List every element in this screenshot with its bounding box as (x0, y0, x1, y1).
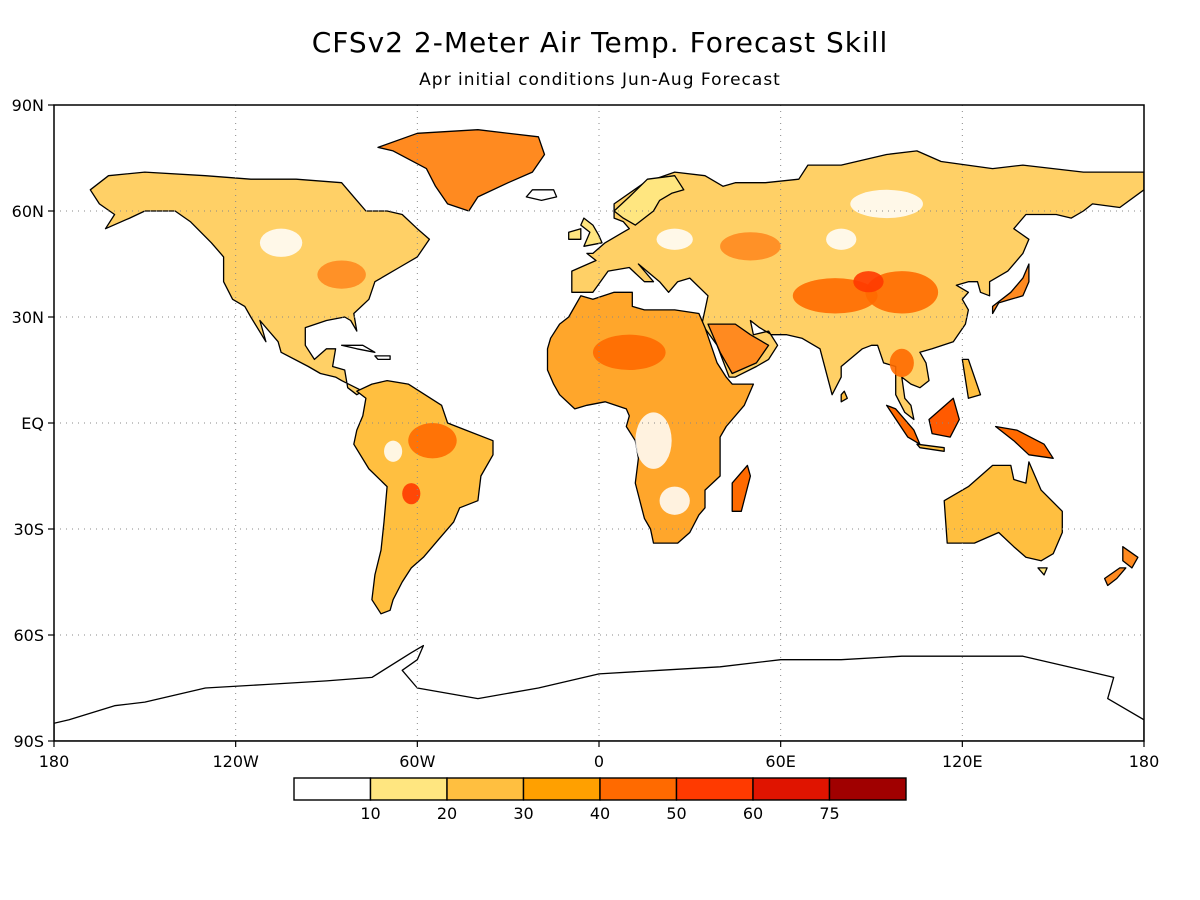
arabia-hot-landmass (707, 323, 770, 375)
colorbar-label: 50 (666, 804, 686, 823)
great-britain-landmass (580, 217, 603, 247)
lon-tick-label: 60E (765, 752, 795, 771)
colorbar-swatch (369, 777, 448, 801)
colorbar-label: 40 (590, 804, 610, 823)
colorbar-label: 20 (437, 804, 457, 823)
cuba-landmass (340, 344, 376, 353)
low-skill-patch (850, 189, 923, 219)
new-zealand-south-landmass (1103, 567, 1127, 587)
borneo-landmass (928, 397, 960, 438)
colorbar-swatch (446, 777, 525, 801)
lat-tick-label: 60N (12, 202, 44, 221)
skill-patch (889, 348, 914, 378)
low-skill-patch (259, 228, 303, 257)
low-skill-patch (656, 228, 693, 250)
gridlines (54, 105, 1144, 741)
lon-tick-label: 180 (1129, 752, 1160, 771)
iceland-landmass (525, 189, 558, 202)
lon-tick-label: 60W (399, 752, 435, 771)
colorbar-label: 30 (513, 804, 533, 823)
map-title: CFSv2 2-Meter Air Temp. Forecast Skill (311, 26, 889, 59)
lat-tick-label: 30S (13, 520, 44, 539)
scandinavia-fill-landmass (613, 175, 685, 226)
lon-tick-label: 0 (594, 752, 604, 771)
greenland-landmass (377, 129, 546, 212)
colorbar-swatch (752, 777, 831, 801)
south-america-landmass (353, 379, 494, 615)
low-skill-patch (635, 412, 672, 469)
colorbar-swatch (599, 777, 678, 801)
madagascar-landmass (731, 464, 752, 512)
sri-lanka-landmass (840, 390, 848, 403)
skill-patch (592, 334, 666, 371)
lon-tick-label: 180 (39, 752, 70, 771)
lon-tick-label: 120W (212, 752, 259, 771)
hispaniola-landmass (374, 355, 391, 361)
sumatra-landmass (885, 404, 921, 445)
low-skill-patch (384, 440, 403, 462)
skill-patch (720, 232, 781, 261)
new-zealand-north-landmass (1122, 546, 1139, 569)
north-america-landmass (89, 171, 431, 396)
colorbar-swatch (522, 777, 601, 801)
new-guinea-landmass (994, 425, 1054, 459)
colorbar-swatch (675, 777, 754, 801)
lat-tick-label: 90S (13, 732, 44, 751)
colorbar-label: 10 (360, 804, 380, 823)
philippines-landmass (961, 358, 982, 399)
map-subtitle: Apr initial conditions Jun-Aug Forecast (419, 70, 781, 90)
skill-patch (317, 260, 366, 289)
skill-patch (408, 423, 457, 459)
java-landmass (916, 443, 945, 452)
lat-tick-label: 30N (12, 308, 44, 327)
colorbar-swatch (828, 777, 907, 801)
skill-patch (865, 271, 939, 314)
low-skill-patch (826, 228, 857, 250)
lat-tick-label: EQ (21, 414, 44, 433)
colorbar-label: 75 (819, 804, 839, 823)
lon-tick-label: 120E (942, 752, 983, 771)
skill-patch (402, 483, 421, 505)
skill-patch (853, 271, 884, 293)
japan-landmass (991, 263, 1030, 315)
lat-tick-label: 90N (12, 96, 44, 115)
colorbar: 10 20 30 40 50 60 75 (293, 777, 907, 823)
ireland-landmass (568, 228, 582, 240)
low-skill-patch (659, 486, 690, 515)
tasmania-landmass (1037, 567, 1048, 576)
colorbar-swatch (293, 777, 372, 801)
australia-landmass (943, 461, 1063, 562)
colorbar-label: 60 (743, 804, 763, 823)
lat-tick-label: 60S (13, 626, 44, 645)
